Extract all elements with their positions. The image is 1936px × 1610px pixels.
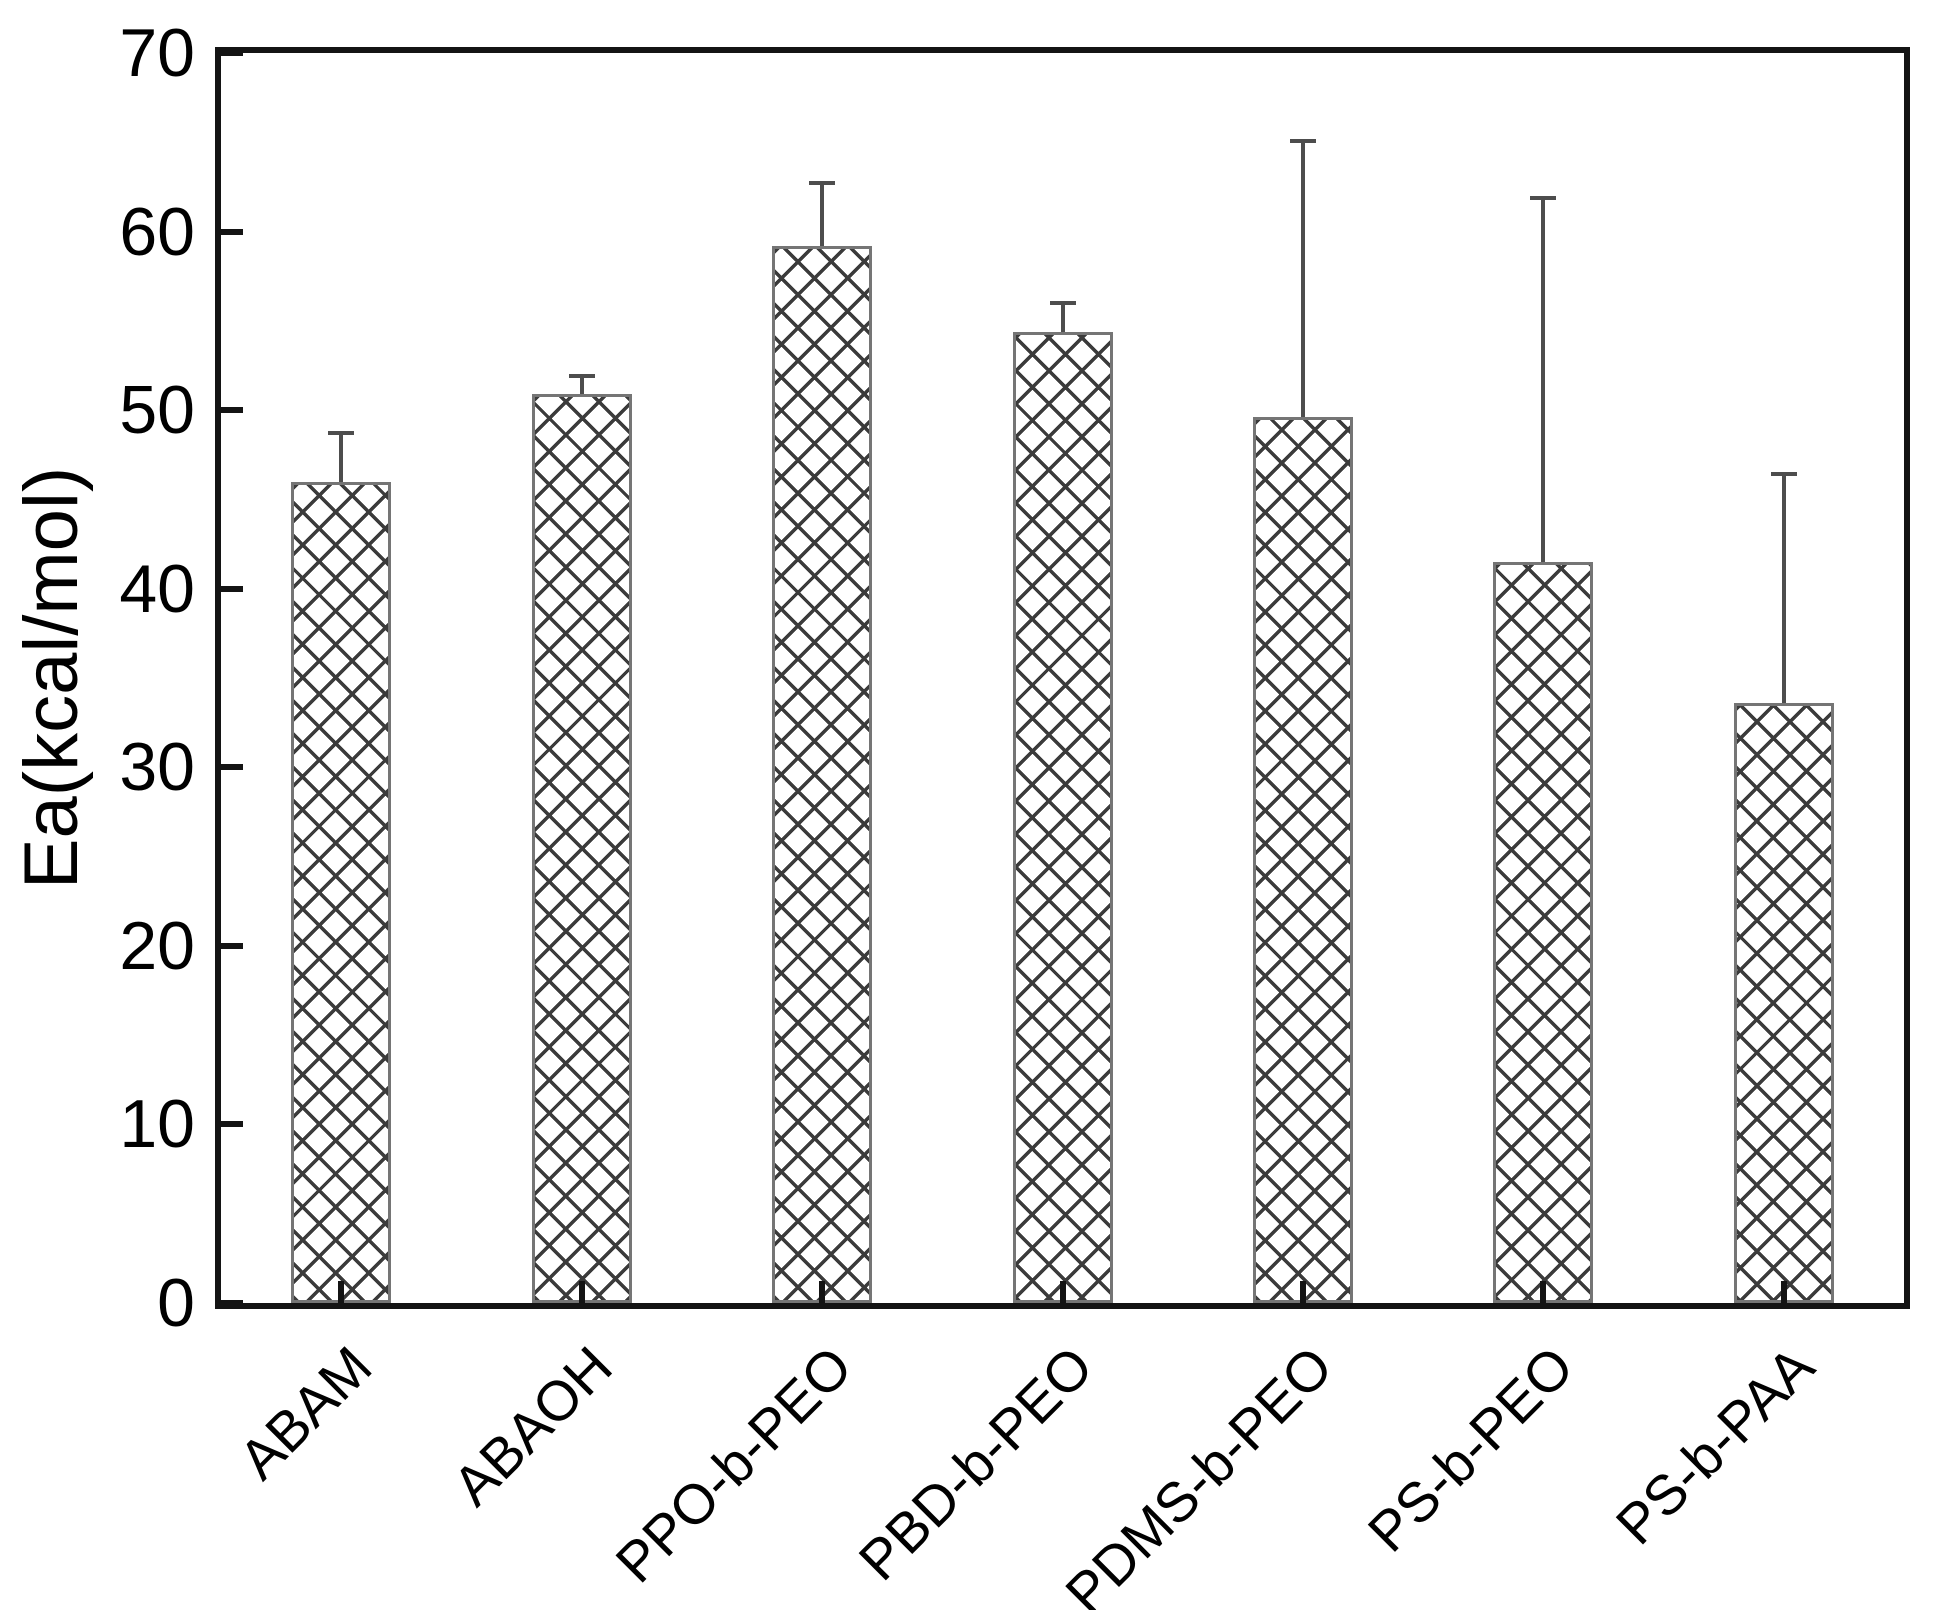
x-axis-tick-label: ABAOH: [440, 1334, 624, 1518]
x-axis-tick-label: PBD-b-PEO: [846, 1334, 1105, 1593]
x-axis-tick-label: PPO-b-PEO: [603, 1334, 864, 1595]
x-axis-tick-label: PS-b-PAA: [1603, 1334, 1826, 1557]
error-bar-line: [1300, 140, 1305, 418]
x-axis-tick: [1299, 1281, 1306, 1303]
x-axis-tick: [1780, 1281, 1787, 1303]
y-axis-tick-label: 30: [119, 729, 195, 806]
x-axis-tick: [338, 1281, 345, 1303]
error-bar-line: [1781, 474, 1786, 703]
x-axis-tick: [819, 1281, 826, 1303]
error-bar-line: [820, 183, 825, 246]
y-axis-tick-label: 0: [157, 1265, 195, 1341]
y-axis-tick: [221, 585, 243, 592]
x-axis-tick: [578, 1281, 585, 1303]
error-bar-cap: [1770, 472, 1797, 477]
y-axis-tick: [221, 1300, 243, 1306]
plot-area: [215, 47, 1910, 1309]
y-axis-tick-label: 70: [119, 15, 195, 91]
x-axis-tick-label: PS-b-PEO: [1355, 1334, 1586, 1564]
error-bar-cap: [1049, 301, 1076, 305]
y-axis-tick-label: 20: [119, 907, 195, 984]
error-bar-line: [579, 376, 584, 395]
x-axis-tick-label: ABAM: [226, 1334, 383, 1491]
bar: [1493, 561, 1594, 1303]
error-bar-line: [1541, 197, 1546, 562]
y-axis-tick: [221, 942, 243, 949]
bar: [772, 245, 873, 1303]
bar: [1733, 703, 1834, 1303]
y-axis-tick-label: 50: [119, 372, 195, 449]
error-bar-cap: [328, 431, 355, 436]
y-axis-tick: [221, 764, 243, 771]
error-bar-cap: [1530, 195, 1557, 200]
y-axis-tick: [221, 228, 243, 235]
error-bar-line: [1060, 303, 1065, 332]
y-axis-tick: [221, 407, 243, 414]
x-axis-tick: [1540, 1281, 1547, 1303]
y-axis-tick: [221, 50, 243, 56]
y-axis-tick-label: 10: [119, 1086, 195, 1163]
error-bar-cap: [568, 374, 595, 379]
bar: [1252, 417, 1353, 1303]
bar: [1012, 331, 1113, 1303]
error-bar-cap: [809, 181, 836, 186]
bar: [291, 481, 392, 1303]
x-axis-tick: [1059, 1281, 1066, 1303]
y-axis-tick: [221, 1121, 243, 1128]
bar: [531, 394, 632, 1303]
y-axis-tick-label: 60: [119, 193, 195, 270]
error-bar-cap: [1289, 138, 1316, 143]
error-bar-line: [339, 433, 344, 482]
y-axis-tick-label: 40: [119, 550, 195, 627]
